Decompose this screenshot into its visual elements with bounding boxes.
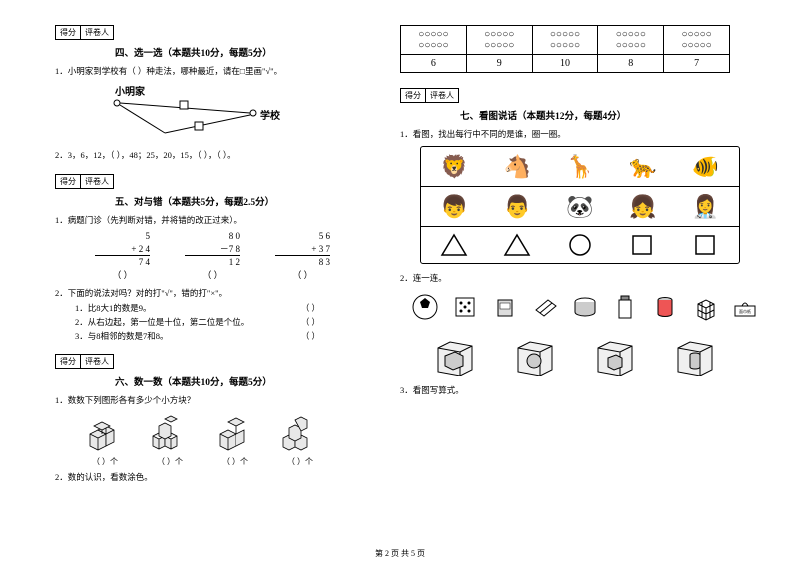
path-diagram: 小明家 学校 bbox=[95, 83, 295, 143]
cuboid-container bbox=[430, 334, 480, 376]
s4-q2: 2．3，6，12，（ ），48；25，20，15，（ ），（ ）。 bbox=[55, 149, 360, 161]
score-box-5: 得分 评卷人 bbox=[55, 174, 114, 189]
s6-q1: 1．数数下列图形各有多少个小方块？ bbox=[55, 394, 360, 406]
page-footer: 第 2 页 共 5 页 bbox=[0, 548, 800, 559]
score-label: 得分 bbox=[56, 26, 81, 39]
man-icon: 👨 bbox=[490, 190, 545, 224]
tissue-box-icon: 面巾纸 bbox=[730, 292, 760, 322]
dice-icon bbox=[450, 292, 480, 322]
triangle-shape-2 bbox=[490, 228, 545, 262]
can-icon bbox=[650, 292, 680, 322]
nurse-icon: 👩‍⚕️ bbox=[678, 190, 733, 224]
dots-cell-5: ○○○○○○○○○○ bbox=[664, 26, 730, 55]
cube-fig-3 bbox=[215, 414, 255, 452]
drum-icon bbox=[570, 292, 600, 322]
triangle-shape bbox=[427, 228, 482, 262]
match-items-row: 面巾纸 bbox=[410, 292, 760, 322]
cylinder-container bbox=[670, 334, 720, 376]
boy-icon: 👦 bbox=[427, 190, 482, 224]
num-cell-4: 8 bbox=[598, 55, 664, 73]
section-5-title: 五、对与错（本题共5分，每题2.5分） bbox=[115, 194, 360, 208]
num-cell-2: 9 bbox=[466, 55, 532, 73]
cubes-row: （ ）个 （ ）个 bbox=[85, 414, 360, 467]
s7-q3: 3．看图写算式。 bbox=[400, 384, 760, 396]
dots-cell-3: ○○○○○○○○○○ bbox=[532, 26, 598, 55]
grader-label: 评卷人 bbox=[81, 26, 113, 39]
shape-row bbox=[421, 227, 739, 263]
score-box-7: 得分 评卷人 bbox=[400, 88, 459, 103]
animal-row: 🦁 🐴 🦒 🐆 🐠 bbox=[421, 147, 739, 187]
people-row: 👦 👨 🐼 👧 👩‍⚕️ bbox=[421, 187, 739, 227]
container-shapes-row bbox=[430, 334, 760, 376]
dots-cell-1: ○○○○○○○○○○ bbox=[401, 26, 467, 55]
math-problems: 5 + 2 4 7 4 （ ） 8 0 －7 8 1 2 （ ） 5 6 + 3… bbox=[95, 230, 360, 281]
dots-cell-4: ○○○○○○○○○○ bbox=[598, 26, 664, 55]
square-shape bbox=[615, 228, 670, 262]
score-box-4: 得分 评卷人 bbox=[55, 25, 114, 40]
horse-icon: 🐴 bbox=[490, 150, 545, 184]
fishbowl-icon: 🐠 bbox=[678, 150, 733, 184]
giraffe-icon: 🐆 bbox=[615, 150, 670, 184]
s4-q1: 1．小明家到学校有（ ）种走法，哪种最近，请在□里画"√"。 bbox=[55, 65, 360, 77]
lion-icon: 🦁 bbox=[427, 150, 482, 184]
svg-text:面巾纸: 面巾纸 bbox=[739, 308, 751, 314]
s6-q2: 2．数的认识，看数涂色。 bbox=[55, 471, 360, 483]
camel-icon: 🦒 bbox=[552, 150, 607, 184]
s5-q2: 2．下面的说法对吗？对的打"√"，错的打"×"。 bbox=[55, 287, 360, 299]
dots-number-table: ○○○○○○○○○○ ○○○○○○○○○○ ○○○○○○○○○○ ○○○○○○○… bbox=[400, 25, 730, 73]
num-cell-3: 10 bbox=[532, 55, 598, 73]
rubik-icon bbox=[690, 292, 720, 322]
section-6-title: 六、数一数（本题共10分，每题5分） bbox=[115, 374, 360, 388]
section-4-title: 四、选一选（本题共10分，每题5分） bbox=[115, 45, 360, 59]
s7-q2: 2．连一连。 bbox=[400, 272, 760, 284]
section-7-title: 七、看图说话（本题共12分，每题4分） bbox=[460, 108, 760, 122]
box-icon bbox=[490, 292, 520, 322]
girl-icon: 👧 bbox=[615, 190, 670, 224]
square-shape-2 bbox=[678, 228, 733, 262]
score-box-6: 得分 评卷人 bbox=[55, 354, 114, 369]
panda-icon: 🐼 bbox=[552, 190, 607, 224]
circle-shape bbox=[552, 228, 607, 262]
cube-container bbox=[590, 334, 640, 376]
cube-fig-2 bbox=[150, 414, 190, 452]
s7-q1: 1．看图，找出每行中不同的是谁，圈一圈。 bbox=[400, 128, 760, 140]
num-cell-1: 6 bbox=[401, 55, 467, 73]
eraser-icon bbox=[530, 292, 560, 322]
cube-fig-1 bbox=[85, 414, 125, 452]
cube-fig-4 bbox=[280, 414, 320, 452]
dots-cell-2: ○○○○○○○○○○ bbox=[466, 26, 532, 55]
bottle-icon bbox=[610, 292, 640, 322]
s5-q1: 1．病题门诊（先判断对错，并将错的改正过来）。 bbox=[55, 214, 360, 226]
num-cell-5: 7 bbox=[664, 55, 730, 73]
sphere-container bbox=[510, 334, 560, 376]
odd-one-out-grid: 🦁 🐴 🦒 🐆 🐠 👦 👨 🐼 👧 👩‍⚕️ bbox=[420, 146, 740, 264]
soccer-ball-icon bbox=[410, 292, 440, 322]
